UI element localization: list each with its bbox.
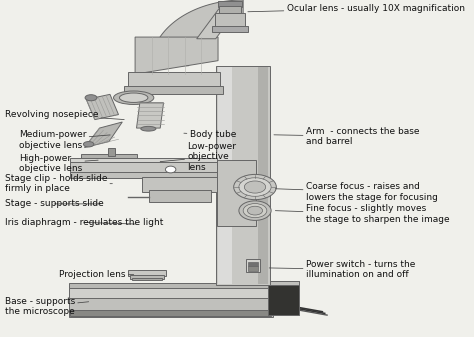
Ellipse shape <box>245 181 265 193</box>
Bar <box>218 67 232 284</box>
Bar <box>128 72 220 88</box>
Bar <box>70 158 217 162</box>
Bar <box>70 162 217 172</box>
Ellipse shape <box>113 91 154 104</box>
Bar <box>69 288 273 317</box>
Text: Iris diaphragm - regulates the light: Iris diaphragm - regulates the light <box>5 218 163 227</box>
Polygon shape <box>135 37 218 74</box>
Text: Arm  - connects the base
and barrel: Arm - connects the base and barrel <box>274 127 419 146</box>
Ellipse shape <box>85 95 97 101</box>
Bar <box>248 262 258 266</box>
Bar <box>142 177 218 192</box>
Ellipse shape <box>239 201 271 220</box>
Ellipse shape <box>119 93 148 102</box>
Bar <box>217 160 256 226</box>
Bar <box>215 13 245 27</box>
Polygon shape <box>137 103 164 128</box>
Bar <box>268 281 299 285</box>
Ellipse shape <box>83 142 94 147</box>
Bar <box>108 148 115 156</box>
Text: Body tube: Body tube <box>184 130 236 139</box>
Bar <box>218 1 242 7</box>
Bar <box>219 6 241 13</box>
Ellipse shape <box>234 175 276 200</box>
Ellipse shape <box>165 166 176 173</box>
Text: High-power
objective lens: High-power objective lens <box>19 154 98 173</box>
Bar <box>128 270 166 276</box>
Text: Base - supports
the microscope: Base - supports the microscope <box>5 297 89 316</box>
Text: Low-power
objective
lens: Low-power objective lens <box>160 142 236 172</box>
Bar <box>268 281 299 315</box>
Text: Power switch - turns the
illumination on and off: Power switch - turns the illumination on… <box>269 260 415 279</box>
Polygon shape <box>197 7 239 39</box>
Text: Fine focus - slightly moves
the stage to sharpen the image: Fine focus - slightly moves the stage to… <box>275 204 449 224</box>
Bar <box>258 67 268 284</box>
Bar <box>246 259 260 272</box>
Bar <box>216 66 270 285</box>
Text: Medium-power
objective lens: Medium-power objective lens <box>19 130 110 150</box>
Polygon shape <box>84 122 122 148</box>
Bar <box>70 171 217 178</box>
Ellipse shape <box>247 206 263 215</box>
Text: Stage clip - holds slide
firmly in place: Stage clip - holds slide firmly in place <box>5 174 112 193</box>
Bar <box>132 278 162 280</box>
Text: Projection lens: Projection lens <box>59 270 134 279</box>
Bar <box>130 275 164 279</box>
Text: Revolving nosepiece: Revolving nosepiece <box>5 110 124 120</box>
Text: Ocular lens - usually 10X magnification: Ocular lens - usually 10X magnification <box>248 4 465 13</box>
Bar <box>69 283 273 288</box>
Polygon shape <box>151 0 243 66</box>
Ellipse shape <box>141 126 156 131</box>
Polygon shape <box>86 94 118 120</box>
Bar <box>69 286 273 298</box>
Bar <box>81 154 137 158</box>
Text: Stage - supports slide: Stage - supports slide <box>5 200 103 208</box>
Bar <box>212 26 248 32</box>
Bar <box>149 190 211 202</box>
Bar <box>70 310 271 316</box>
Ellipse shape <box>239 178 271 196</box>
Bar <box>124 86 223 94</box>
Text: Coarse focus - raises and
lowers the stage for focusing: Coarse focus - raises and lowers the sta… <box>275 182 438 202</box>
Bar <box>248 266 258 271</box>
Ellipse shape <box>243 204 267 218</box>
